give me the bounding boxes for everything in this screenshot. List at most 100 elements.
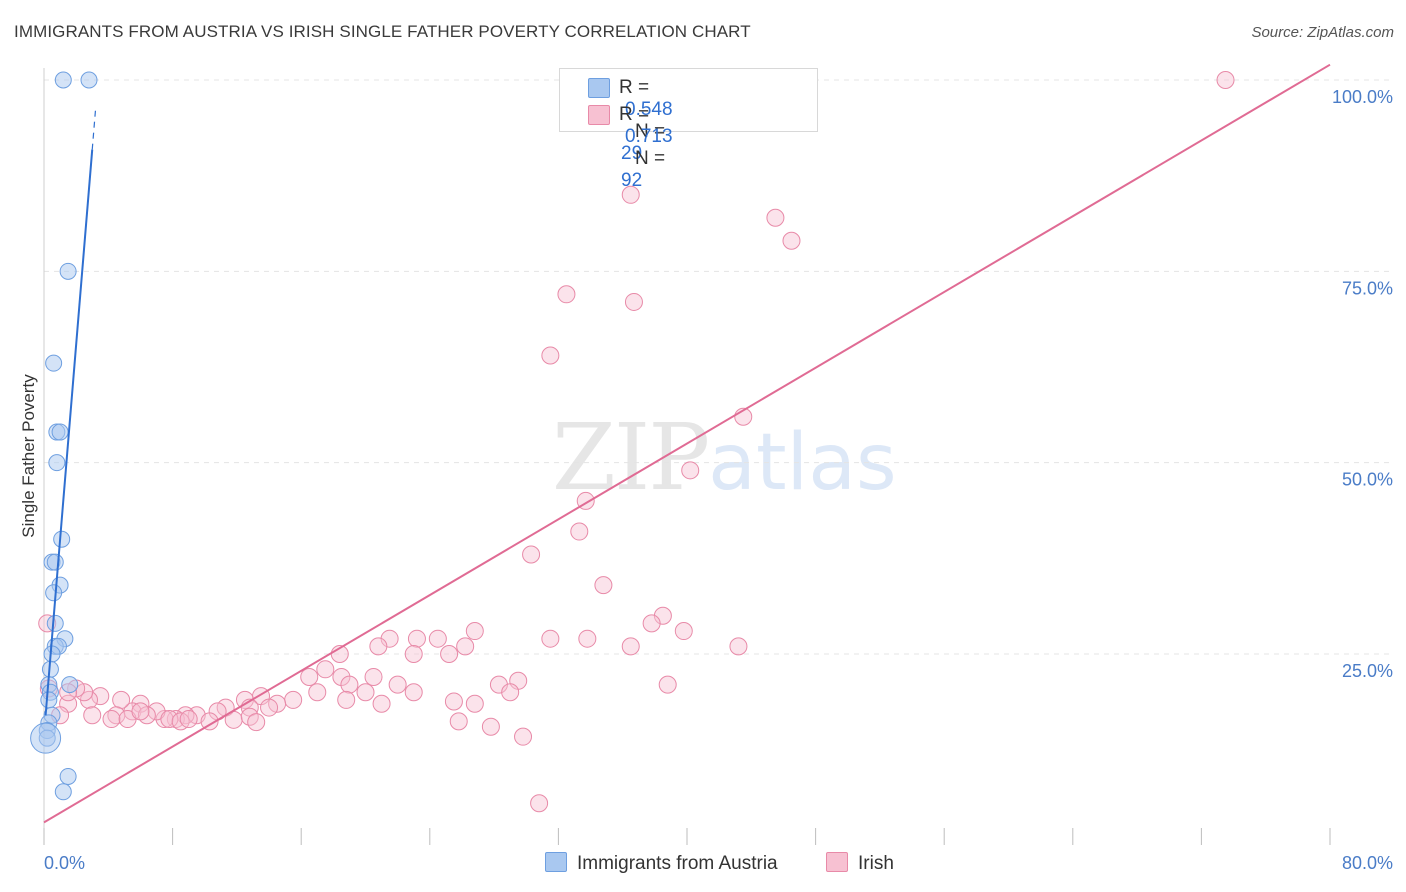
trend-lines <box>43 63 1331 824</box>
legend-r-value: 0.548 <box>625 99 673 120</box>
irish-point <box>465 694 484 713</box>
austria-point <box>48 454 66 472</box>
y-tick-label: 25.0% <box>1342 661 1393 681</box>
irish-point <box>522 545 541 564</box>
irish-point <box>530 794 549 813</box>
austria-point <box>40 691 58 709</box>
austria-point <box>45 584 63 602</box>
irish-point <box>621 185 640 204</box>
y-tick-label: 75.0% <box>1342 278 1393 298</box>
irish-point <box>674 622 693 641</box>
bottom-legend-label-austria: Immigrants from Austria <box>577 853 778 874</box>
irish-point <box>300 667 319 686</box>
irish-point <box>356 683 375 702</box>
irish-point <box>372 694 391 713</box>
watermark-zip: ZIP <box>552 404 710 511</box>
bottom-legend-label-irish: Irish <box>858 853 894 874</box>
austria-point <box>46 614 64 632</box>
irish-point <box>594 576 613 595</box>
irish-point <box>407 629 426 648</box>
irish-point <box>131 702 150 721</box>
irish-point <box>308 683 327 702</box>
irish-point <box>179 710 198 729</box>
austria-point <box>30 722 62 754</box>
austria-point <box>53 530 71 548</box>
irish-point <box>541 629 560 648</box>
irish-point <box>160 710 179 729</box>
irish-point <box>481 717 500 736</box>
irish-point <box>260 698 279 717</box>
irish-point <box>404 683 423 702</box>
irish-trend-line <box>43 63 1331 824</box>
legend-swatch-austria <box>588 78 610 98</box>
austria-trend-extension <box>91 110 97 150</box>
austria-point <box>45 354 63 372</box>
austria-trend-line <box>44 149 94 716</box>
austria-point <box>80 71 98 89</box>
austria-points <box>30 71 98 801</box>
irish-point <box>465 622 484 641</box>
irish-point <box>541 346 560 365</box>
irish-point <box>501 683 520 702</box>
irish-point <box>112 690 131 709</box>
bottom-legend-swatch-irish <box>826 852 848 872</box>
austria-point <box>54 71 72 89</box>
irish-point <box>681 461 700 480</box>
x-tick-label: 80.0% <box>1342 853 1393 873</box>
irish-point <box>364 667 383 686</box>
irish-point <box>428 629 447 648</box>
irish-point <box>449 712 468 731</box>
irish-point <box>440 645 459 663</box>
irish-point <box>200 712 219 731</box>
austria-point <box>59 262 77 280</box>
axes <box>43 68 1331 845</box>
legend-n-label: N = <box>635 148 666 169</box>
legend-swatch-irish <box>588 105 610 125</box>
chart-title: IMMIGRANTS FROM AUSTRIA VS IRISH SINGLE … <box>14 22 751 41</box>
irish-point <box>729 637 748 656</box>
irish-point <box>1216 71 1235 89</box>
irish-point <box>404 645 423 663</box>
austria-point <box>59 767 77 785</box>
irish-point <box>621 637 640 656</box>
legend-n-value: 29 <box>621 143 643 164</box>
bottom-legend-austria: Immigrants from Austria <box>545 852 778 875</box>
legend-r-label: R = <box>619 77 650 98</box>
irish-point <box>388 675 407 694</box>
irish-point <box>102 710 121 729</box>
irish-point <box>444 692 463 711</box>
irish-point <box>514 727 533 746</box>
gridlines <box>44 79 1392 655</box>
source-credit: Source: ZipAtlas.com <box>1251 24 1394 41</box>
legend-r-value: 0.713 <box>625 126 673 147</box>
irish-point <box>642 614 661 633</box>
irish-point <box>337 690 356 709</box>
irish-point <box>247 713 266 732</box>
bottom-legend-swatch-austria <box>545 852 567 872</box>
y-tick-label: 50.0% <box>1342 470 1393 490</box>
legend-n-label: N = <box>635 121 666 142</box>
irish-point <box>369 637 388 656</box>
irish-point <box>557 285 576 304</box>
austria-point <box>54 783 72 801</box>
x-tick-label: 0.0% <box>44 853 85 873</box>
irish-point <box>570 522 589 541</box>
irish-points <box>38 71 1235 813</box>
irish-point <box>782 231 801 250</box>
legend-r-label: R = <box>619 104 650 125</box>
stats-legend: R = 0.548 N = 29 R = 0.713 N = 92 <box>559 68 818 191</box>
tick-labels: 25.0% 50.0% 75.0% 100.0% 0.0% 80.0% <box>44 87 1393 873</box>
irish-point <box>284 690 303 709</box>
legend-n-value: 92 <box>621 170 643 191</box>
y-tick-label: 100.0% <box>1332 87 1393 107</box>
irish-point <box>316 660 335 679</box>
irish-point <box>658 675 677 694</box>
irish-point <box>624 292 643 311</box>
irish-point <box>340 675 359 694</box>
austria-point <box>61 676 79 694</box>
irish-point <box>83 706 102 725</box>
austria-point <box>51 423 69 441</box>
irish-point <box>766 208 785 227</box>
irish-point <box>578 629 597 648</box>
